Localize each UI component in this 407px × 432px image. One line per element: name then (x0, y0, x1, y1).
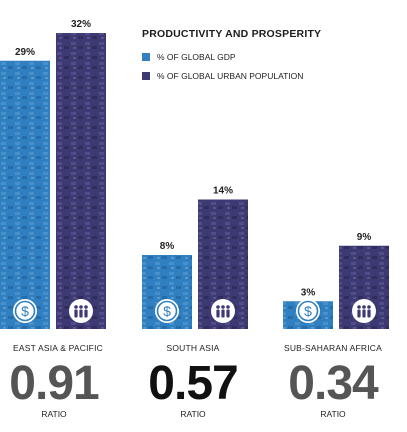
category-label-east-asia: EAST ASIA & PACIFIC (13, 343, 103, 353)
people-icon (69, 299, 93, 323)
legend-label-population: % OF GLOBAL URBAN POPULATION (157, 71, 304, 81)
legend-swatch-gdp (142, 53, 150, 61)
ratio-label-south-asia: RATIO (180, 409, 206, 419)
category-label-south-asia: SOUTH ASIA (166, 343, 220, 353)
svg-text:$: $ (304, 303, 312, 319)
dollar-icon: $ (296, 299, 320, 323)
value-label-gdp-east-asia: 29% (15, 47, 35, 58)
dollar-icon: $ (13, 299, 37, 323)
legend-swatch-population (142, 72, 150, 80)
dollar-icon: $ (155, 299, 179, 323)
svg-text:$: $ (21, 303, 29, 319)
people-icon (211, 299, 235, 323)
ratio-value-south-asia: 0.57 (148, 357, 238, 410)
legend-label-gdp: % OF GLOBAL GDP (157, 52, 236, 62)
people-icon (352, 299, 376, 323)
svg-text:$: $ (163, 303, 171, 319)
value-label-population-sub-saharan-africa: 9% (357, 232, 372, 243)
ratio-label-east-asia: RATIO (41, 409, 67, 419)
ratio-label-sub-saharan-africa: RATIO (320, 409, 346, 419)
legend-item-population: % OF GLOBAL URBAN POPULATION (142, 71, 303, 81)
bar-gdp-east-asia (0, 60, 50, 329)
category-label-sub-saharan-africa: SUB-SAHARAN AFRICA (283, 343, 383, 353)
value-label-population-south-asia: 14% (213, 186, 233, 197)
ratio-value-sub-saharan-africa: 0.34 (288, 357, 378, 410)
ratio-value-east-asia: 0.91 (9, 357, 99, 410)
legend-item-gdp: % OF GLOBAL GDP (142, 52, 236, 62)
legend-title: PRODUCTIVITY AND PROSPERITY (142, 28, 322, 40)
value-label-population-east-asia: 32% (71, 19, 91, 30)
value-label-gdp-sub-saharan-africa: 3% (301, 287, 316, 298)
bar-population-east-asia (56, 33, 106, 329)
value-label-gdp-south-asia: 8% (160, 241, 175, 252)
